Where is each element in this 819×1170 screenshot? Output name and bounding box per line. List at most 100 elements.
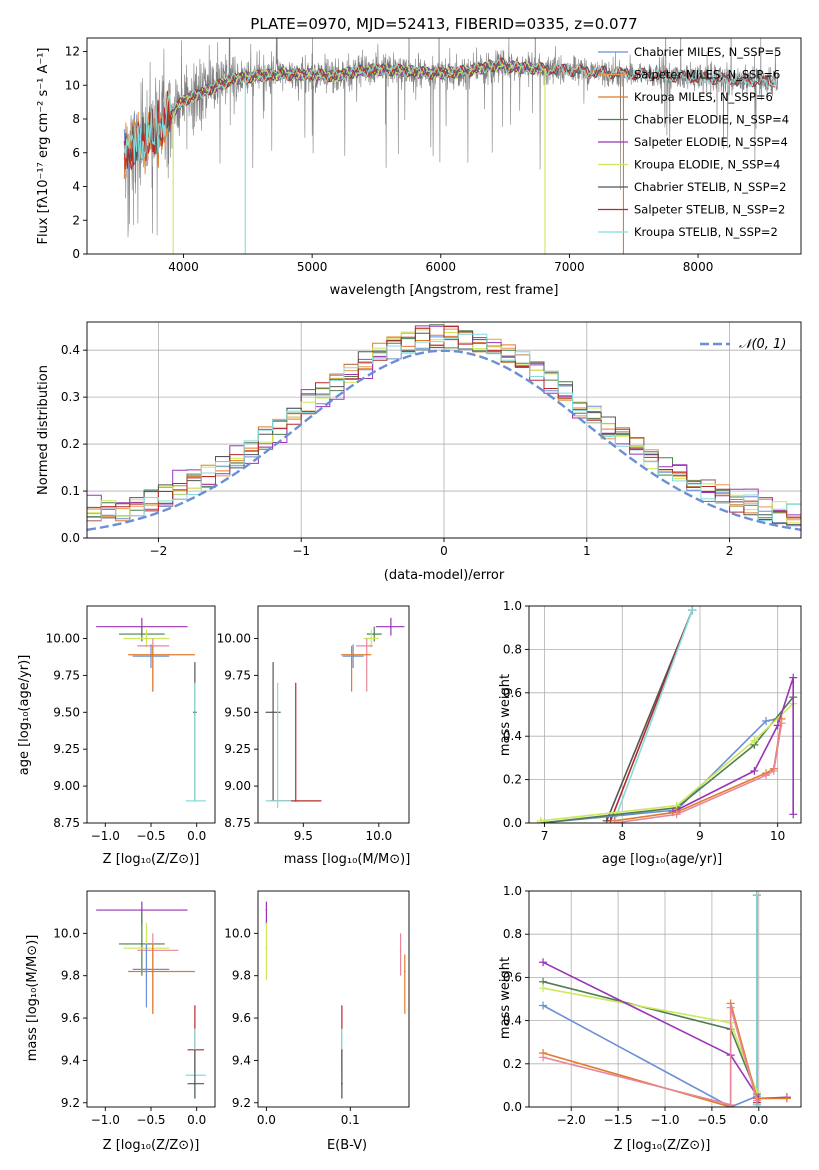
residual-xtick-label-2: 0	[440, 544, 448, 558]
mass-vs-z-point-1	[140, 943, 143, 945]
weight-vs-z-ylabel: mass weight	[498, 957, 513, 1039]
weight-vs-age-series-2-marker-1	[688, 606, 697, 615]
age-vs-z-point-1	[140, 633, 143, 635]
weight-vs-age-ytick-label-5: 1.0	[503, 599, 522, 613]
spectrum-legend-label-8: Kroupa STELIB, N_SSP=2	[634, 225, 778, 239]
weight-vs-age-series-8-marker-4	[777, 719, 786, 728]
age-vs-mass-point-8	[276, 799, 279, 802]
spectrum-legend: Chabrier MILES, N_SSP=5 Salpeter MILES, N…	[598, 45, 789, 239]
mass-vs-z-ylabel: mass [log₁₀(M/M⊙)]	[25, 935, 40, 1062]
weight-vs-age-series-6-marker-1	[750, 766, 759, 775]
residual-hist-8	[87, 333, 801, 522]
weight-vs-z-series-3	[542, 1004, 758, 1107]
residual-ytick-label-3: 0.3	[61, 390, 80, 404]
mass-vs-z-plot-area: −1.0 −0.5 0.0 9.2 9.4 9.6 9.8 10.0	[53, 890, 216, 1127]
age-vs-mass-ytick-label-1: 9.00	[224, 779, 251, 793]
mass-vs-ebv-point-3	[403, 970, 406, 973]
residual-ytick-label-0: 0.0	[61, 531, 80, 545]
weight-vs-age-frame	[528, 605, 802, 824]
age-vs-mass-xtick-label-0: 9.5	[294, 829, 313, 843]
mass-vs-ebv-ytick-label-0: 9.2	[232, 1096, 251, 1110]
spectrum-xlabel: wavelength [Angstrom, rest frame]	[330, 283, 559, 298]
spectrum-legend-label-6: Chabrier STELIB, N_SSP=2	[634, 180, 786, 194]
weight-vs-z-xtick-label-0: −2.0	[557, 1113, 586, 1127]
age-vs-z-point-7	[193, 799, 196, 802]
weight-vs-z-series-2-marker-1	[752, 891, 761, 900]
mass-vs-ebv-frame	[257, 890, 410, 1108]
age-vs-z-ytick-label-3: 9.50	[53, 705, 80, 719]
residual-panel: −2 −1 0 1 2 0.0 0.1 0.2 0.3 0.4 (data-model)/erro…	[36, 321, 802, 583]
weight-vs-z-panel: −2.0 −1.5 −1.0 −0.5 0.0 0.0 0.2 0.4 0.6 0.8 1.0 Z …	[498, 884, 802, 1153]
weight-vs-age-series-6-marker-3	[789, 673, 798, 682]
weight-vs-z-series-8-marker-1	[726, 1100, 735, 1107]
weight-vs-z-ytick-label-0: 0.0	[503, 1100, 522, 1114]
weight-vs-age-plot-area: 7 8 9 10 0.0 0.2 0.4 0.6 0.8 1.0	[503, 599, 802, 843]
age-vs-mass-panel: 9.5 10.0 8.75 9.00 9.25 9.50 9.75 10.00 mass [l…	[217, 605, 410, 867]
age-vs-z-plot-area: −1.0 −0.5 0.0 8.75 9.00 9.25 9.50 9.75 10.00	[46, 605, 216, 843]
age-vs-mass-frame	[257, 605, 410, 824]
weight-vs-z-series-8	[542, 1007, 758, 1106]
residual-xtick-label-4: 2	[726, 544, 734, 558]
spectrum-panel: PLATE=0970, MJD=52413, FIBERID=0335, z=0…	[36, 15, 802, 298]
weight-vs-age-ytick-label-2: 0.4	[503, 729, 522, 743]
mass-vs-ebv-xtick-label-1: 0.1	[341, 1113, 360, 1127]
age-vs-mass-point-2	[370, 637, 373, 640]
weight-vs-z-series-6-marker-0	[539, 958, 548, 967]
weight-vs-age-series-5	[540, 703, 794, 822]
spectrum-ytick-label-5: 10	[65, 78, 80, 92]
residual-ylabel: Normed distribution	[36, 365, 51, 495]
spectrum-legend-label-3: Chabrier ELODIE, N_SSP=4	[634, 113, 789, 127]
spectrum-legend-label-4: Salpeter ELODIE, N_SSP=4	[634, 135, 788, 149]
residual-xlabel: (data-model)/error	[384, 568, 505, 583]
mass-vs-z-ytick-label-2: 9.6	[61, 1011, 80, 1025]
weight-vs-z-xtick-label-4: 0.0	[749, 1113, 768, 1127]
spectrum-ytick-label-4: 8	[72, 112, 80, 126]
mass-vs-ebv-point-2	[399, 949, 402, 952]
age-vs-z-clipped	[96, 617, 206, 802]
weight-vs-age-xtick-label-0: 7	[541, 829, 549, 843]
normal-legend-label: 𝒩(0, 1)	[739, 337, 786, 352]
weight-vs-age-clipped	[536, 606, 798, 823]
mass-vs-ebv-xtick-label-0: 0.0	[257, 1113, 276, 1127]
weight-vs-z-ytick-label-3: 0.6	[503, 970, 522, 984]
weight-vs-z-series-5-marker-0	[539, 984, 548, 993]
weight-vs-age-series-8-marker-2	[762, 771, 771, 780]
age-vs-z-ytick-label-5: 10.00	[46, 631, 80, 645]
spectrum-xtick-label-4: 8000	[683, 260, 714, 274]
spectrum-legend-label-5: Kroupa ELODIE, N_SSP=4	[634, 158, 780, 172]
age-vs-z-ytick-label-0: 8.75	[53, 816, 80, 830]
weight-vs-z-xtick-label-2: −1.0	[650, 1113, 679, 1127]
age-vs-mass-plot-area: 9.5 10.0 8.75 9.00 9.25 9.50 9.75 10.00	[217, 605, 410, 843]
mass-vs-z-point-8	[193, 1082, 196, 1085]
weight-vs-age-series-4	[540, 696, 794, 823]
weight-vs-age-series-3-marker-2	[762, 717, 771, 726]
mass-vs-z-ytick-label-4: 10.0	[53, 926, 80, 940]
weight-vs-z-ytick-label-4: 0.8	[503, 927, 522, 941]
spectrum-ytick-label-3: 6	[72, 146, 80, 160]
mass-vs-ebv-panel: 0.0 0.1 9.2 9.4 9.6 9.8 10.0 E(B-V)	[224, 890, 410, 1153]
mass-vs-z-xtick-label-2: 0.0	[187, 1113, 206, 1127]
weight-vs-age-ytick-label-1: 0.2	[503, 773, 522, 787]
spectrum-clipped	[123, 38, 779, 254]
weight-vs-z-clipped	[539, 891, 791, 1107]
age-vs-z-xtick-label-0: −1.0	[91, 829, 120, 843]
age-vs-mass-ytick-label-2: 9.25	[224, 742, 251, 756]
residual-ytick-label-4: 0.4	[61, 343, 80, 357]
spectrum-ytick-label-2: 4	[72, 180, 80, 194]
weight-vs-z-series-3-marker-0	[539, 1001, 548, 1010]
residual-xtick-label-1: −1	[292, 544, 310, 558]
spectrum-ytick-label-6: 12	[65, 45, 80, 59]
age-vs-z-point-2	[145, 637, 148, 640]
mass-vs-ebv-xlabel: E(B-V)	[327, 1138, 367, 1153]
age-vs-z-ylabel: age [log₁₀(age/yr)]	[17, 655, 32, 776]
mass-vs-z-xtick-label-0: −1.0	[91, 1113, 120, 1127]
weight-vs-age-series-5-marker-0	[536, 816, 545, 823]
weight-vs-age-ylabel: mass weight	[498, 674, 513, 756]
mass-vs-z-panel: −1.0 −0.5 0.0 9.2 9.4 9.6 9.8 10.0 Z [log₁₀(Z/Z…	[25, 890, 216, 1153]
weight-vs-z-ytick-label-5: 1.0	[503, 884, 522, 898]
spectrum-xtick-label-3: 7000	[554, 260, 585, 274]
spectrum-ylabel: Flux [fλ10⁻¹⁷ erg cm⁻² s⁻¹ A⁻¹]	[36, 48, 51, 245]
residual-hist-7	[87, 326, 801, 522]
weight-vs-z-xtick-label-1: −1.5	[604, 1113, 633, 1127]
mass-vs-ebv-point-0	[265, 909, 268, 911]
